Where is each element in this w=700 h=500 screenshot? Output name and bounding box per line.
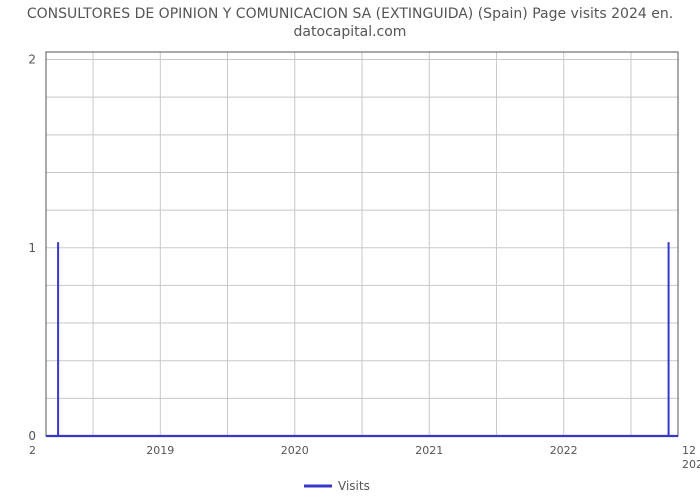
corner-label-bl: 2 [29, 444, 36, 457]
chart-svg: 0122019202020212022212202VisitsVisits [0, 0, 700, 500]
chart-title: CONSULTORES DE OPINION Y COMUNICACION SA… [0, 6, 700, 41]
corner-label-extra: 202 [682, 458, 700, 471]
legend-label: Visits [338, 479, 370, 493]
y-tick-label: 2 [28, 53, 36, 67]
corner-label-br: 12 [682, 444, 696, 457]
x-tick-label: 2019 [146, 444, 174, 457]
y-tick-label: 0 [28, 429, 36, 443]
x-tick-label: 2021 [415, 444, 443, 457]
chart-title-line1: CONSULTORES DE OPINION Y COMUNICACION SA… [27, 6, 673, 22]
chart-container: { "chart": { "type": "line", "title_line… [0, 0, 700, 500]
y-tick-label: 1 [28, 241, 36, 255]
x-tick-label: 2022 [550, 444, 578, 457]
chart-title-line2: datocapital.com [294, 24, 407, 40]
x-tick-label: 2020 [281, 444, 309, 457]
